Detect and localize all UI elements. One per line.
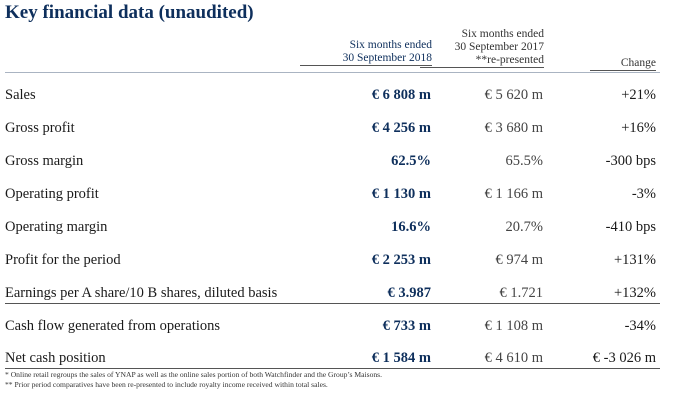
value-2018: € 3.987 [387,285,432,301]
value-2018: € 1 130 m [371,186,431,202]
header-change: Change [590,57,656,71]
table-row: Earnings per A share/10 B shares, dilute… [5,285,660,304]
value-2017: € 1 166 m [484,186,543,202]
value-2018: € 4 256 m [371,120,431,136]
value-2017: € 3 680 m [484,120,543,136]
row-label: Gross profit [5,120,75,136]
value-2018: 62.5% [391,153,431,169]
value-change: -410 bps [605,219,656,235]
row-label: Net cash position [5,350,106,366]
row-label: Profit for the period [5,252,121,268]
table-row: Gross profit € 4 256 m € 3 680 m +16% [5,120,660,142]
value-2017: € 1 108 m [484,318,543,334]
row-label: Gross margin [5,153,84,169]
value-2018: € 6 808 m [371,87,431,103]
row-label: Operating margin [5,219,108,235]
page-title: Key financial data (unaudited) [5,2,254,23]
row-label: Earnings per A share/10 B shares, dilute… [5,285,278,301]
header-2018-line2: 30 September 2018 [300,52,432,66]
table-row: Cash flow generated from operations € 73… [5,318,660,340]
value-change: +21% [621,87,656,103]
value-2018: € 2 253 m [371,252,431,268]
row-label: Operating profit [5,186,99,202]
header-change-label: Change [590,57,656,71]
value-change: -34% [624,318,656,334]
table-row: Profit for the period € 2 253 m € 974 m … [5,252,660,274]
value-change: -3% [631,186,656,202]
row-label: Cash flow generated from operations [5,318,221,334]
table-row: Operating profit € 1 130 m € 1 166 m -3% [5,186,660,208]
value-change: +131% [613,252,656,268]
header-2017-line2: 30 September 2017 [454,41,544,53]
footnote-re-presented: ** Prior period comparatives have been r… [5,380,328,389]
value-2018: € 733 m [382,318,431,334]
value-2017: € 1.721 [499,285,544,301]
value-2017: € 974 m [495,252,543,268]
header-2017: Six months ended 30 September 2017 **re-… [420,28,544,68]
value-2017: € 4 610 m [484,350,543,366]
header-2018: Six months ended 30 September 2018 [300,39,432,66]
table-row: Sales € 6 808 m € 5 620 m +21% [5,87,660,109]
header-2017-line3: **re-presented [420,54,544,68]
value-2017: 65.5% [505,153,543,169]
value-2017: € 5 620 m [484,87,543,103]
value-change: +132% [613,285,656,301]
value-2017: 20.7% [505,219,543,235]
header-2017-line1: Six months ended [461,28,544,40]
value-2018: € 1 584 m [371,350,431,366]
value-change: +16% [621,120,656,136]
header-divider [5,72,660,73]
table-row: Operating margin 16.6% 20.7% -410 bps [5,219,660,241]
value-2018: 16.6% [391,219,431,235]
header-2018-line1: Six months ended [349,39,432,51]
table-row: Net cash position € 1 584 m € 4 610 m € … [5,350,660,369]
table-row: Gross margin 62.5% 65.5% -300 bps [5,153,660,175]
row-label: Sales [5,87,36,103]
footnote-online-retail: * Online retail regroups the sales of YN… [5,370,383,379]
value-change: € -3 026 m [592,350,656,366]
value-change: -300 bps [605,153,656,169]
